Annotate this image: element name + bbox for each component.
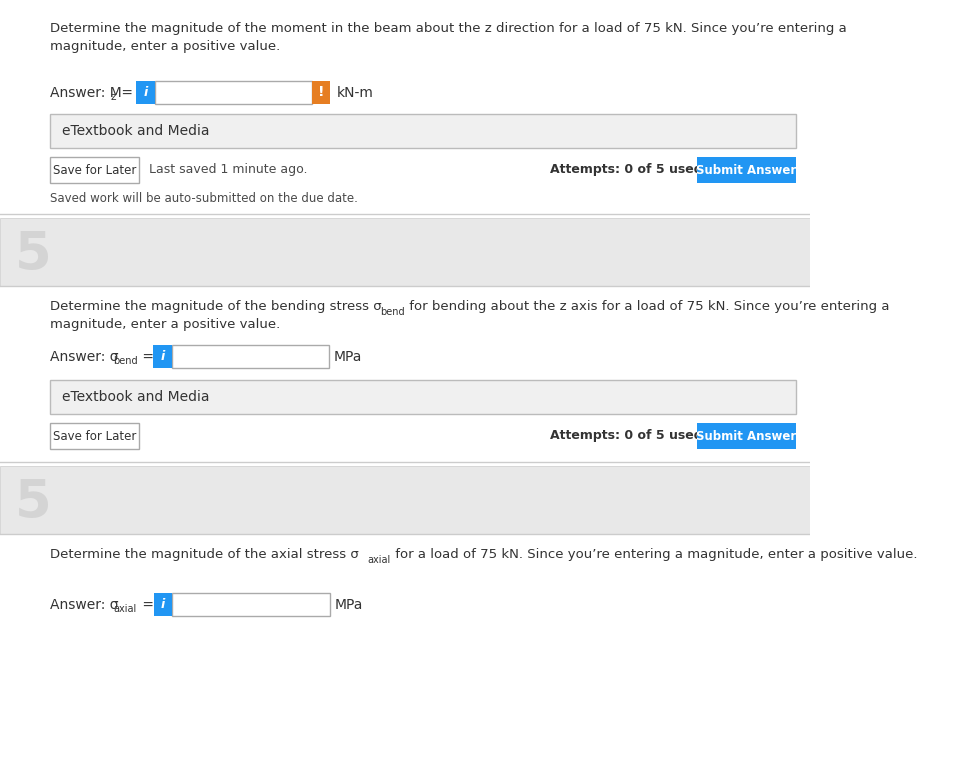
Text: Save for Later: Save for Later xyxy=(53,429,136,442)
Text: Attempts: 0 of 5 used: Attempts: 0 of 5 used xyxy=(550,163,702,176)
Text: !: ! xyxy=(317,86,324,100)
Text: axial: axial xyxy=(112,604,136,614)
Text: bend: bend xyxy=(380,307,405,317)
FancyBboxPatch shape xyxy=(51,157,139,183)
Text: =: = xyxy=(138,598,154,612)
Text: MPa: MPa xyxy=(335,598,363,612)
Text: Last saved 1 minute ago.: Last saved 1 minute ago. xyxy=(149,163,307,176)
FancyBboxPatch shape xyxy=(51,114,795,148)
Text: =: = xyxy=(137,350,153,364)
FancyBboxPatch shape xyxy=(154,81,312,104)
Text: i: i xyxy=(143,86,147,99)
Text: MPa: MPa xyxy=(334,350,362,364)
Text: i: i xyxy=(160,350,164,363)
Text: Determine the magnitude of the moment in the beam about the z direction for a lo: Determine the magnitude of the moment in… xyxy=(51,22,846,53)
Text: for bending about the z axis for a load of 75 kN. Since you’re entering a: for bending about the z axis for a load … xyxy=(405,300,889,313)
Text: Saved work will be auto-submitted on the due date.: Saved work will be auto-submitted on the… xyxy=(51,192,357,205)
FancyBboxPatch shape xyxy=(0,218,809,286)
Text: Answer: σ: Answer: σ xyxy=(51,598,118,612)
FancyBboxPatch shape xyxy=(312,81,330,104)
Text: Save for Later: Save for Later xyxy=(53,163,136,176)
FancyBboxPatch shape xyxy=(51,423,139,449)
Text: Determine the magnitude of the bending stress σ: Determine the magnitude of the bending s… xyxy=(51,300,381,313)
Text: Answer: M: Answer: M xyxy=(51,86,122,100)
Text: Attempts: 0 of 5 used: Attempts: 0 of 5 used xyxy=(550,429,702,442)
Text: eTextbook and Media: eTextbook and Media xyxy=(62,124,210,138)
FancyBboxPatch shape xyxy=(696,423,795,449)
FancyBboxPatch shape xyxy=(135,81,154,104)
Text: 5: 5 xyxy=(15,477,51,530)
Text: =: = xyxy=(117,86,133,100)
Text: Answer: σ: Answer: σ xyxy=(51,350,118,364)
FancyBboxPatch shape xyxy=(51,380,795,414)
FancyBboxPatch shape xyxy=(152,345,172,368)
Text: eTextbook and Media: eTextbook and Media xyxy=(62,390,210,404)
FancyBboxPatch shape xyxy=(172,593,329,616)
FancyBboxPatch shape xyxy=(696,157,795,183)
FancyBboxPatch shape xyxy=(172,345,329,368)
Text: Submit Answer: Submit Answer xyxy=(696,429,796,442)
Text: Determine the magnitude of the axial stress σ: Determine the magnitude of the axial str… xyxy=(51,548,358,561)
Text: for a load of 75 kN. Since you’re entering a magnitude, enter a positive value.: for a load of 75 kN. Since you’re enteri… xyxy=(391,548,916,561)
FancyBboxPatch shape xyxy=(153,593,172,616)
Text: i: i xyxy=(161,598,165,611)
Text: kN-m: kN-m xyxy=(336,86,373,100)
FancyBboxPatch shape xyxy=(0,466,809,534)
Text: Submit Answer: Submit Answer xyxy=(696,163,796,176)
Text: magnitude, enter a positive value.: magnitude, enter a positive value. xyxy=(51,318,280,331)
Text: z: z xyxy=(111,92,116,102)
Text: bend: bend xyxy=(112,356,137,366)
Text: 5: 5 xyxy=(15,230,51,281)
Text: axial: axial xyxy=(367,555,390,565)
